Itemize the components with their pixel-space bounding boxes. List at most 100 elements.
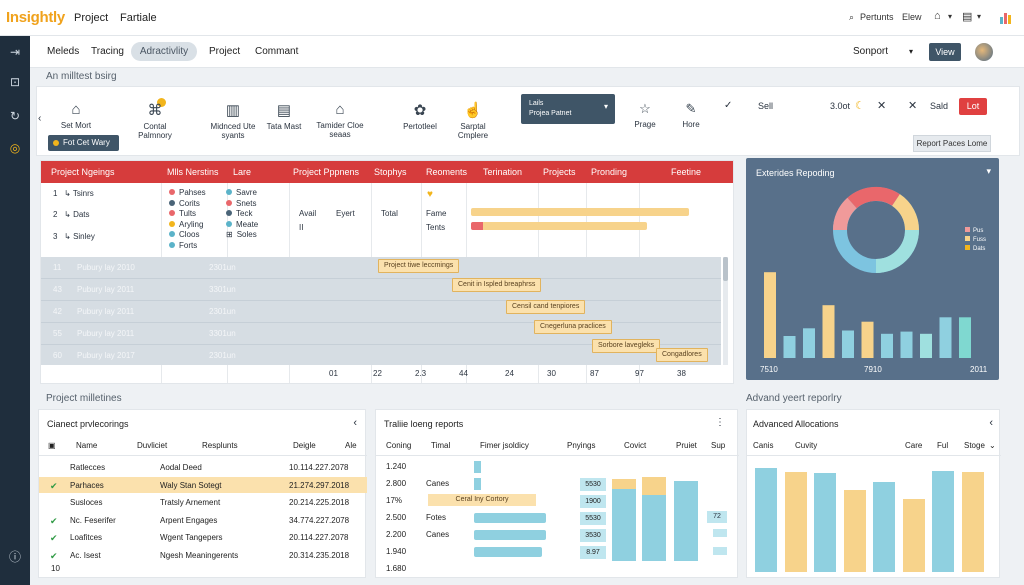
red-action-button[interactable]: Lot [959,98,987,115]
donut-segment-teal[interactable] [875,229,919,273]
donut-segment-red[interactable] [847,186,900,209]
table-row[interactable]: 11 Pubury lay 2010 2301un [41,257,721,279]
briefcase-icon[interactable]: ⌂ [934,10,941,22]
close-icon-2[interactable]: ✕ [908,100,918,112]
search-label[interactable]: Pertunts [860,12,894,22]
view-label[interactable]: Elew [902,12,922,22]
chart-bar[interactable] [764,272,776,358]
toolbar-item-midnced[interactable]: ▥ Midnced Ute syants [207,101,259,140]
report-button[interactable]: Report Paces Lome [913,135,991,152]
chevron-left-icon[interactable]: ‹ [989,417,993,429]
chart-bar[interactable] [920,333,932,358]
chevron-left-icon[interactable]: ‹ [38,113,42,124]
toolbar-item-set-mort[interactable]: ⌂ Set Mort [52,101,100,130]
chevron-down-icon[interactable]: ▾ [948,12,953,21]
col-header[interactable]: Covict [624,441,647,450]
col-header[interactable]: Coning [386,441,412,450]
gantt-task-bar[interactable]: Congadlores [656,348,708,362]
allocation-bar[interactable] [814,473,836,572]
allocation-bar[interactable] [961,472,984,572]
gantt-col-0[interactable]: Project Ngeings [51,167,115,177]
progress-bar-1[interactable] [471,208,690,216]
gantt-col-2[interactable]: Lare [233,167,252,177]
col-header[interactable]: Name [76,441,98,450]
menu-project[interactable]: Project [209,46,241,57]
table-row[interactable]: ✔ Nc. Feserifer Arpent Engages 34.774.227.2… [39,512,367,528]
gantt-task-bar[interactable]: Sorbore lavegleks [592,339,661,353]
chart-bar[interactable] [822,305,835,358]
chart-bar[interactable] [959,317,971,358]
chart-bar[interactable] [783,336,796,358]
table-row[interactable]: 42 Pubury lay 2011 2301un [41,301,721,323]
stack-segment-blue[interactable] [674,481,698,561]
chevron-down-icon[interactable]: ▾ [909,47,914,56]
gantt-task-bar[interactable]: Project tiwe leccmings [378,259,460,273]
gantt-task-bar[interactable]: Cenit in Ispled breaphrss [452,278,542,292]
task-row[interactable]: 2 ↳ Dats [53,210,90,219]
col-header[interactable]: Duvliciet [137,441,168,450]
menu-tracing[interactable]: Tracing [91,46,124,57]
avatar[interactable] [975,43,993,61]
top-nav-project[interactable]: Project [74,12,109,24]
search-icon[interactable]: ⌕ [849,12,855,22]
close-icon[interactable]: ✕ [877,100,887,112]
gantt-col-8[interactable]: Pronding [591,167,628,177]
table-row[interactable]: 43 Pubury lay 2011 3301un [41,279,721,301]
chart-bar[interactable] [881,333,893,358]
chevron-left-icon[interactable]: ‹ [353,417,357,429]
toolbar-item-contal[interactable]: ⌘ Contal Palmnory [130,101,180,140]
table-row[interactable]: ✔ Loafitces Wgent Tangepers 20.114.227.2078 [39,529,367,545]
table-row[interactable]: Susloces Tratsly Arnement 20.214.225.2018 [39,494,367,510]
col-header[interactable]: Ful [937,441,949,450]
chart-bar[interactable] [900,331,913,358]
bar-chart-icon[interactable] [999,10,1013,24]
stack-segment-blue[interactable] [642,495,666,561]
stack-segment-yellow[interactable] [642,477,666,495]
table-row[interactable]: ✔ Parhaces Waly Stan Sotegt 21.274.297.2018 [39,476,367,493]
gantt-task-bar[interactable]: Cnegerluna praclices [534,320,612,334]
login-icon[interactable]: ⇥ [9,45,21,59]
toolbar-item-pertotleel[interactable]: ✿ Pertotleel [396,101,444,131]
scrollbar-thumb[interactable] [723,257,728,281]
refresh-icon[interactable]: ↻ [9,109,21,123]
col-header[interactable]: Cuvity [795,441,818,450]
gantt-col-7[interactable]: Projects [543,167,576,177]
table-row[interactable]: 60 Pubury lay 2017 2301un [41,345,721,367]
gantt-col-5[interactable]: Reoments [426,167,468,177]
col-header[interactable]: Canis [753,441,774,450]
info-icon[interactable]: ⓘ [8,550,21,564]
app-logo[interactable]: Insightly [6,9,65,26]
task-row[interactable]: 3 ↳ Sinley [53,232,95,241]
col-header[interactable]: Resplunts [202,441,238,450]
gantt-col-4[interactable]: Stophys [374,167,407,177]
highlight-bar[interactable]: Ceral Iny Cortory [428,494,536,506]
target-icon[interactable]: ◎ [9,141,21,155]
toolbar-item-sarptal[interactable]: ☝ Sarptal Cmplere [449,101,497,140]
chevron-down-icon[interactable]: ⌄ [989,441,996,450]
chart-bar[interactable] [803,328,815,358]
allocation-bar[interactable] [932,471,954,572]
allocation-bar[interactable] [902,499,925,572]
check-icon[interactable]: ✔ [50,480,58,491]
chevron-down-icon[interactable]: ▾ [977,12,982,21]
check-icon[interactable]: ✔ [50,515,58,526]
col-header[interactable]: Stoge [964,441,985,450]
table-row[interactable]: 55 Pubury lay 2011 3301un [41,323,721,345]
check-icon[interactable]: ✔ [50,550,58,561]
progress-bar-2[interactable] [471,222,648,230]
allocation-bar[interactable] [873,482,895,572]
feature-button[interactable]: Fot Cet Wary [48,135,119,151]
col-header[interactable]: Care [905,441,923,450]
allocation-bar[interactable] [755,467,777,572]
menu-commant[interactable]: Commant [255,46,299,57]
check-icon[interactable]: ✓ [724,100,733,111]
toolbar-item-tata-mast[interactable]: ▤ Tata Mast [262,101,306,131]
donut-segment-yellow[interactable] [891,194,920,231]
chart-bar[interactable] [842,330,854,359]
progress-bar[interactable] [474,530,546,540]
top-nav-fartiale[interactable]: Fartiale [120,12,157,24]
stack-segment-yellow[interactable] [612,479,636,489]
col-header[interactable]: Ale [345,441,357,450]
task-row[interactable]: 1 ↳ Tsinrs [53,189,94,198]
gantt-col-6[interactable]: Terination [483,167,523,177]
